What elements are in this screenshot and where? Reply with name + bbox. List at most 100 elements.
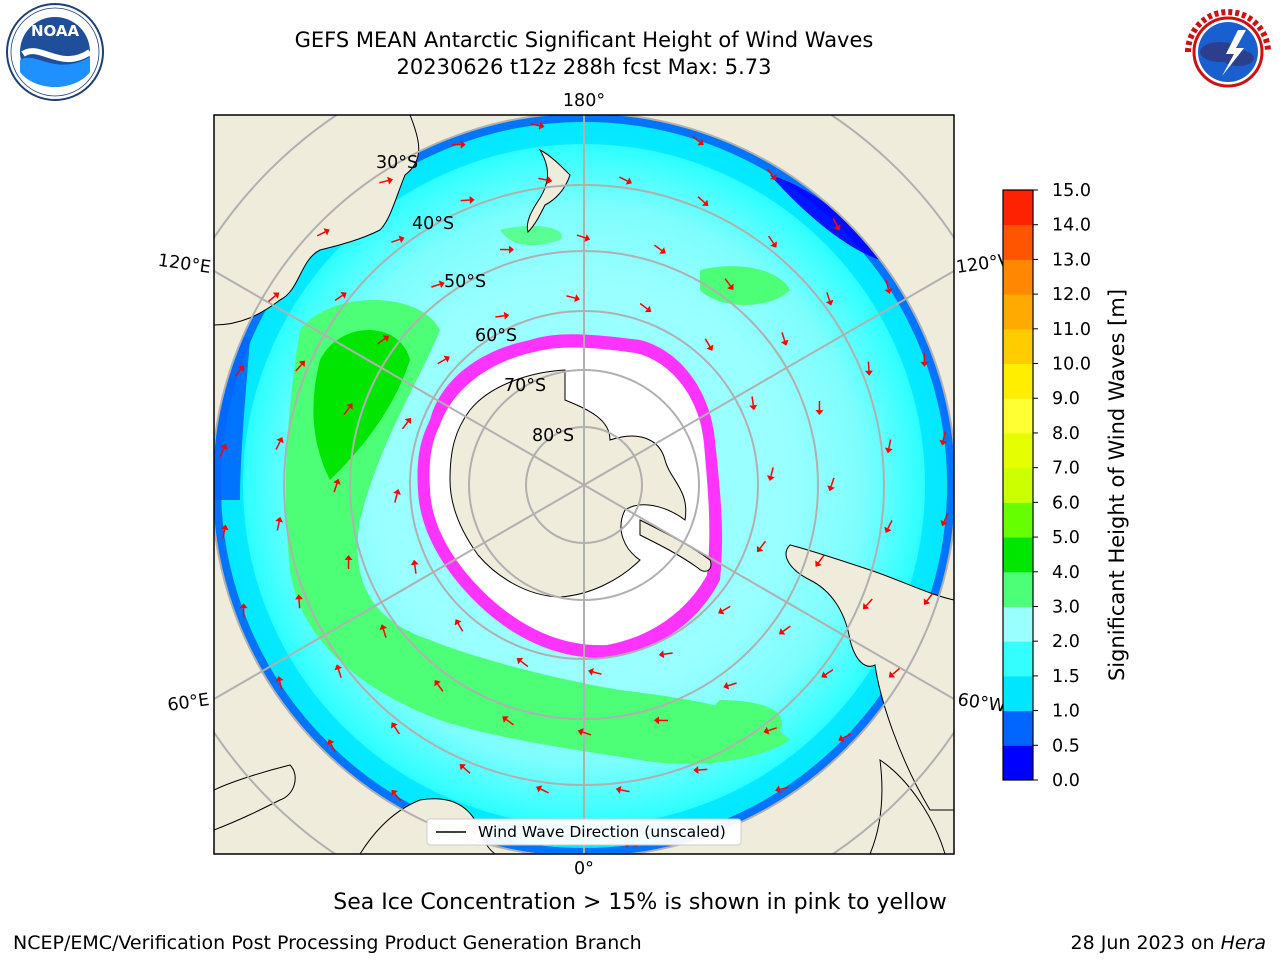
graticule	[214, 115, 954, 854]
wave-arrow-head	[821, 671, 828, 678]
wave-arrow-shaft	[334, 294, 343, 301]
colorbar-segment	[1003, 745, 1033, 781]
wave-arrow-shaft	[337, 668, 342, 678]
wave-arrow-head	[391, 722, 398, 729]
wave-arrow-head	[538, 121, 545, 130]
wave-arrow-shaft	[377, 337, 386, 345]
wave-arrow-shaft	[830, 477, 835, 487]
wave-arrow-head	[718, 607, 725, 615]
wave-arrow-head	[827, 485, 835, 492]
wave-arrow-shaft	[576, 234, 586, 239]
wave-arrow-shaft	[759, 540, 767, 549]
wave-arrow-head	[615, 785, 622, 794]
wave-arrow-head	[825, 299, 834, 306]
wave-arrow-head	[239, 603, 248, 609]
wave-arrow-shaft	[394, 493, 398, 503]
wave-arrow-shaft	[832, 217, 838, 227]
wave-arrow-head	[334, 664, 343, 671]
nws-logo	[1180, 4, 1276, 100]
wave-arrow-head	[398, 235, 405, 244]
colorbar-segment	[1003, 328, 1033, 365]
wave-arrow-head	[460, 140, 466, 149]
wave-arrow-shaft	[942, 431, 946, 441]
wave-arrow-head	[327, 739, 335, 746]
wave-arrow-shaft	[770, 467, 774, 477]
wave-arrow-shaft	[888, 439, 892, 449]
sea-ice-note: Sea Ice Concentration > 15% is shown in …	[333, 890, 947, 915]
wave-arrow-shaft	[592, 671, 602, 675]
wave-arrow-shaft	[382, 628, 387, 638]
footer-date-text: 28 Jun 2023 on	[1070, 932, 1221, 954]
wave-arrow-shaft	[394, 793, 402, 801]
wave-arrow-shaft	[867, 361, 870, 371]
wave-arrow-shaft	[639, 302, 648, 310]
wave-arrow-shaft	[460, 199, 470, 202]
wave-arrow-head	[516, 657, 524, 665]
wave-arrow-shaft	[704, 338, 711, 347]
wave-arrow-head	[749, 404, 758, 411]
lon-label-60e: 60°E	[166, 690, 210, 716]
wave-arrow-head	[546, 176, 553, 185]
wave-arrow-shaft	[401, 421, 409, 430]
wave-arrow-head	[443, 355, 450, 363]
wave-arrow-shaft	[222, 529, 226, 539]
lat-label-40s: 40°S	[412, 214, 454, 234]
wave-arrow-head	[454, 619, 462, 626]
wave-arrow-head	[780, 339, 789, 346]
lon-label-60w: 60°W	[956, 690, 1007, 717]
wave-arrow-shaft	[333, 483, 338, 493]
wave-arrow-head	[697, 138, 704, 146]
colorbar-tick-label: 5.0	[1052, 528, 1080, 548]
wave-arrow-head	[770, 241, 777, 248]
wave-arrow-shaft	[663, 652, 673, 656]
wave-arrow-shaft	[457, 623, 464, 632]
wave-arrow-head	[884, 447, 893, 454]
colorbar-segment	[1003, 606, 1033, 642]
wave-arrow-shaft	[316, 231, 326, 237]
wave-arrow-head	[404, 417, 412, 425]
colorbar-tick-label: 12.0	[1052, 285, 1091, 305]
wave-arrow-head	[653, 716, 659, 725]
colorbar-segment	[1003, 710, 1033, 746]
wave-arrow-shaft	[437, 358, 446, 365]
wave-arrow-head	[275, 516, 284, 523]
wave-arrow-shaft	[697, 196, 706, 204]
lon-label-0: 0°	[574, 859, 594, 879]
wave-arrow-head	[723, 681, 730, 690]
wave-arrow-head	[509, 245, 515, 254]
wave-arrow-shaft	[817, 555, 825, 564]
wave-arrow-head	[536, 785, 543, 793]
lat-label-60s: 60°S	[475, 326, 517, 346]
colorbar-tick-label: 0.5	[1052, 736, 1080, 756]
wave-arrow-shaft	[825, 669, 834, 676]
noaa-logo: NOAA	[6, 3, 104, 101]
madagascar-land	[214, 764, 296, 831]
colorbar-tick-label: 10.0	[1052, 355, 1091, 375]
wave-arrow-shaft	[767, 727, 777, 732]
wave-arrow-head	[838, 734, 845, 742]
chart-subtitle: 20230626 t12z 288h fcst Max: 5.73	[396, 55, 772, 79]
lon-label-180: 180°	[563, 91, 605, 111]
wave-arrow-shaft	[620, 789, 630, 793]
wave-arrow-head	[775, 785, 781, 794]
wave-arrow-shaft	[654, 244, 663, 252]
wave-arrow-head	[940, 519, 948, 527]
wave-arrow-shaft	[298, 599, 301, 609]
wave-arrow-shaft	[751, 396, 755, 406]
antarctica-land	[449, 369, 687, 598]
wave-arrow-head	[833, 224, 841, 231]
wave-arrow-head	[923, 598, 931, 605]
wave-arrow-shaft	[275, 441, 281, 450]
wave-arrow-head	[625, 177, 632, 185]
wave-arrow-shaft	[892, 667, 900, 675]
wave-arrow-head	[778, 628, 786, 635]
wave-arrow-head	[340, 292, 347, 299]
colorbar-title: Significant Height of Wind Waves [m]	[1105, 289, 1129, 681]
wave-arrow-shaft	[766, 169, 774, 177]
wave-arrow-shaft	[782, 625, 791, 633]
colorbar-segment	[1003, 675, 1033, 712]
wave-arrow-shaft	[538, 177, 548, 181]
wave-arrow-head	[391, 789, 398, 797]
wave-arrow-shaft	[413, 564, 417, 574]
wave-patch-green-west	[285, 300, 790, 764]
